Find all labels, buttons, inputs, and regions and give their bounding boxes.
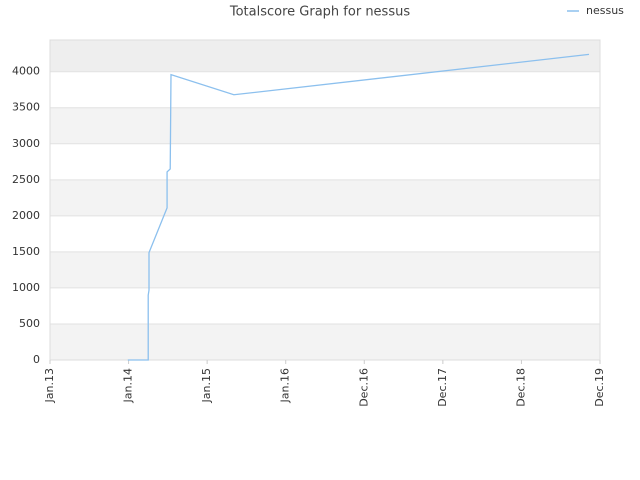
y-tick-label: 2000: [12, 209, 40, 222]
x-tick-label: Dec.19: [593, 368, 606, 407]
x-tick-label: Jan.13: [43, 368, 56, 403]
chart-title: Totalscore Graph for nessus: [229, 5, 410, 20]
x-tick-label: Jan.16: [279, 368, 292, 403]
x-tick-label: Jan.15: [200, 368, 213, 403]
grid-band: [50, 40, 600, 72]
grid-band: [50, 179, 600, 216]
x-tick-label: Dec.16: [357, 368, 370, 407]
y-tick-label: 1000: [12, 281, 40, 294]
y-tick-label: 3000: [12, 137, 40, 150]
grid-band: [50, 323, 600, 360]
line: [127, 53, 590, 361]
x-tick-label: Dec.17: [436, 368, 449, 407]
y-tick-label: 2500: [12, 173, 40, 186]
grid-band: [50, 107, 600, 144]
y-tick-label: 0: [33, 353, 40, 366]
x-tick-label: Jan.14: [122, 368, 135, 403]
x-tick-label: Dec.18: [514, 368, 527, 407]
grid-band: [50, 251, 600, 288]
y-tick-label: 4000: [12, 65, 40, 78]
y-tick-label: 3500: [12, 101, 40, 114]
legend-label: nessus: [586, 4, 624, 17]
y-tick-label: 1500: [12, 245, 40, 258]
plot-border: [49, 39, 601, 361]
y-tick-label: 500: [19, 317, 40, 330]
